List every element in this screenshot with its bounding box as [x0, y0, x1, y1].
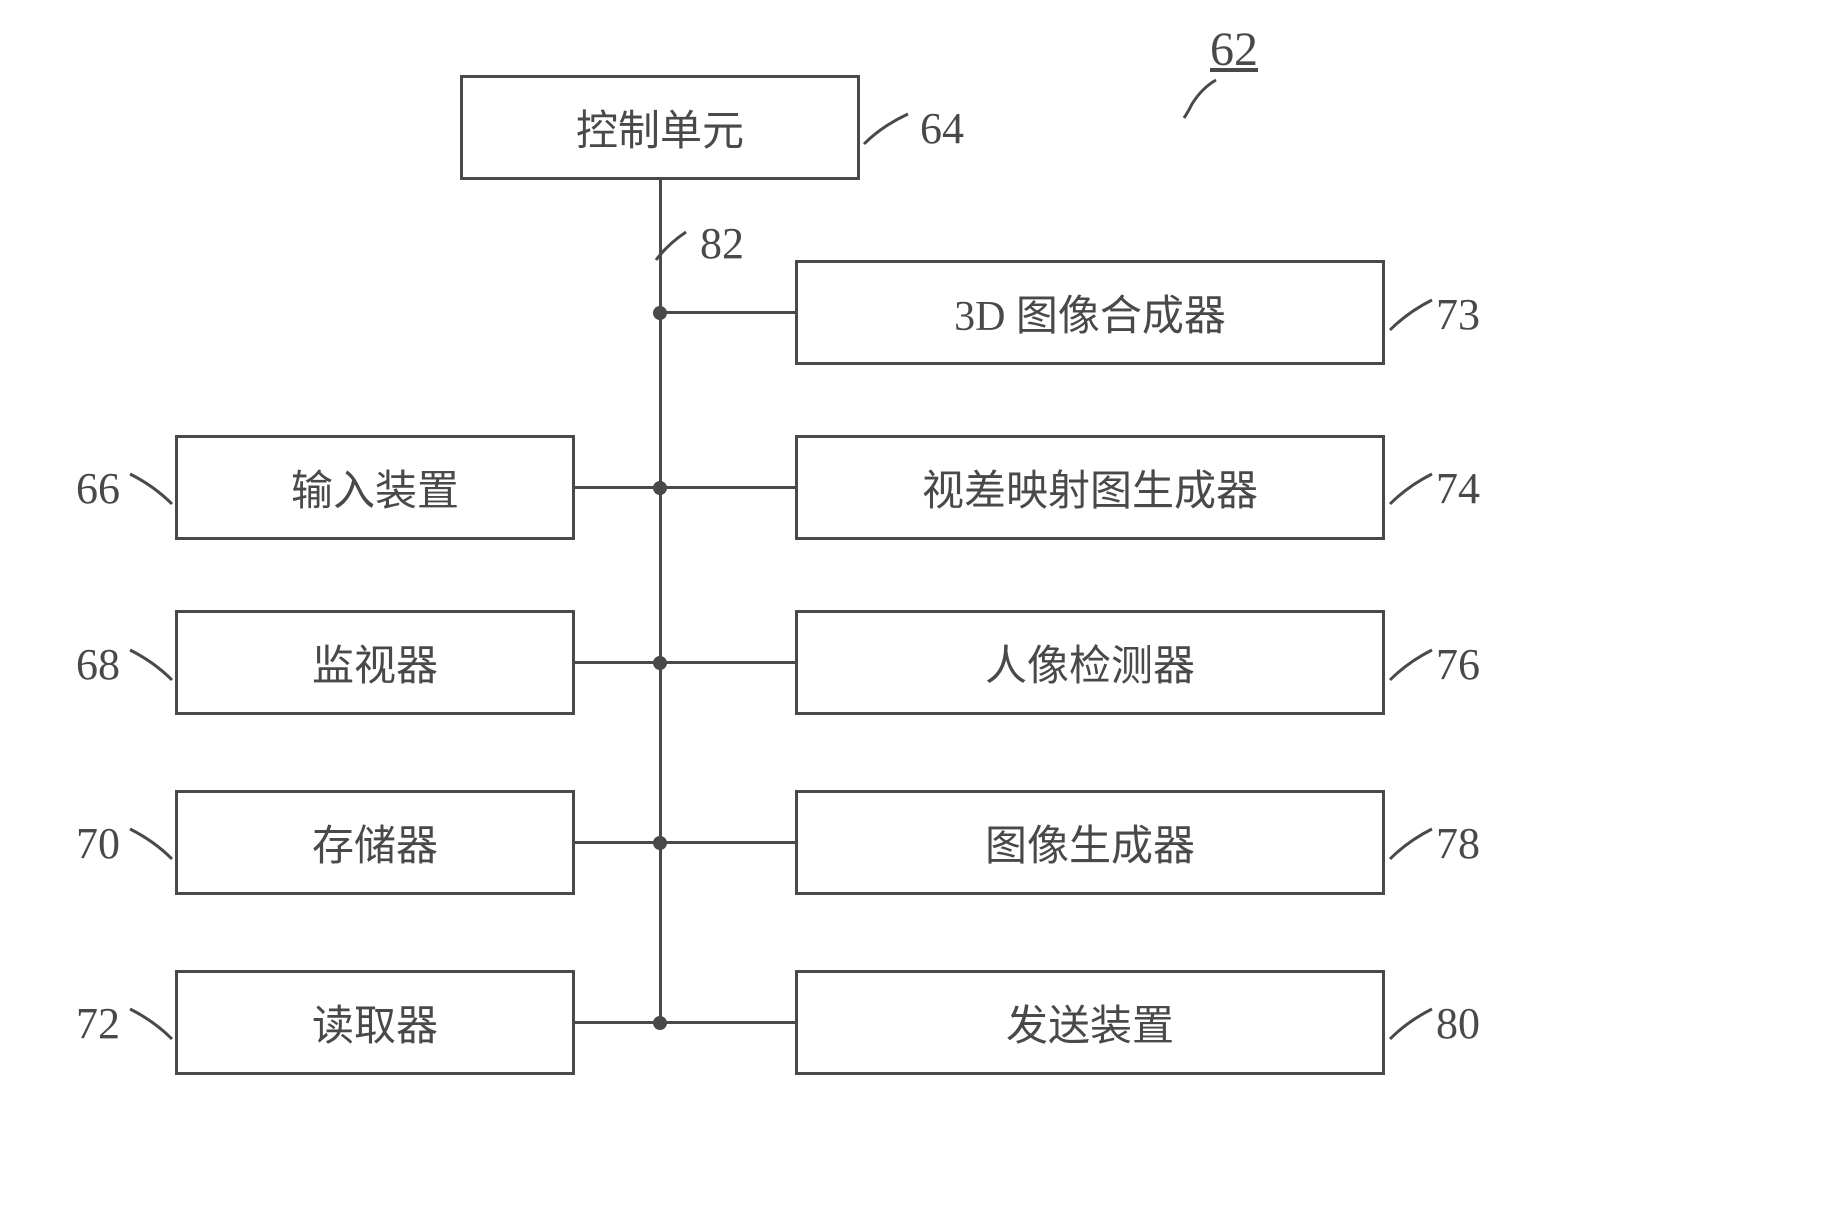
junction-synth3d	[653, 306, 667, 320]
ref-curve-78	[1388, 825, 1434, 861]
box-label: 控制单元	[576, 97, 744, 158]
box-reader: 读取器	[175, 970, 575, 1075]
ref-curve-73	[1388, 296, 1434, 332]
box-label: 监视器	[312, 632, 438, 693]
ref-label-73: 73	[1436, 289, 1480, 340]
ref-curve-68	[128, 646, 174, 682]
box-label: 人像检测器	[985, 632, 1195, 693]
ref-curve-72	[128, 1005, 174, 1041]
junction-memory	[653, 836, 667, 850]
bus-ref-curve	[650, 226, 694, 262]
ref-curve-64	[862, 110, 914, 146]
ref-label-70: 70	[76, 818, 120, 869]
conn-row-memory	[575, 841, 795, 844]
junction-reader	[653, 1016, 667, 1030]
conn-row-reader	[575, 1021, 795, 1024]
box-label: 3D 图像合成器	[954, 282, 1226, 343]
ref-curve-80	[1388, 1005, 1434, 1041]
conn-row-input	[575, 486, 795, 489]
ref-curve-76	[1388, 646, 1434, 682]
box-label: 输入装置	[291, 457, 459, 518]
box-parallax: 视差映射图生成器	[795, 435, 1385, 540]
bus-ref-label: 82	[700, 218, 744, 269]
box-label: 存储器	[312, 812, 438, 873]
ref-label-64: 64	[920, 103, 964, 154]
title-pointer	[1178, 78, 1220, 120]
junction-input	[653, 481, 667, 495]
box-portrait: 人像检测器	[795, 610, 1385, 715]
ref-label-68: 68	[76, 639, 120, 690]
box-label: 图像生成器	[985, 812, 1195, 873]
ref-label-66: 66	[76, 463, 120, 514]
conn-synth3d	[660, 311, 795, 314]
box-input-device: 输入装置	[175, 435, 575, 540]
box-label: 视差映射图生成器	[922, 457, 1258, 518]
box-label: 读取器	[312, 992, 438, 1053]
ref-curve-74	[1388, 470, 1434, 506]
title-ref: 62	[1210, 22, 1258, 77]
junction-monitor	[653, 656, 667, 670]
conn-row-monitor	[575, 661, 795, 664]
box-3d-synth: 3D 图像合成器	[795, 260, 1385, 365]
ref-label-74: 74	[1436, 463, 1480, 514]
ref-label-80: 80	[1436, 998, 1480, 1049]
ref-label-72: 72	[76, 998, 120, 1049]
box-label: 发送装置	[1006, 992, 1174, 1053]
ref-curve-66	[128, 470, 174, 506]
box-memory: 存储器	[175, 790, 575, 895]
ref-curve-70	[128, 825, 174, 861]
ref-label-78: 78	[1436, 818, 1480, 869]
box-control-unit: 控制单元	[460, 75, 860, 180]
box-image-gen: 图像生成器	[795, 790, 1385, 895]
ref-label-76: 76	[1436, 639, 1480, 690]
block-diagram: 62 82 控制单元 64 输入装置 监视器 存储器 读取器	[0, 0, 1836, 1232]
box-sender: 发送装置	[795, 970, 1385, 1075]
box-monitor: 监视器	[175, 610, 575, 715]
